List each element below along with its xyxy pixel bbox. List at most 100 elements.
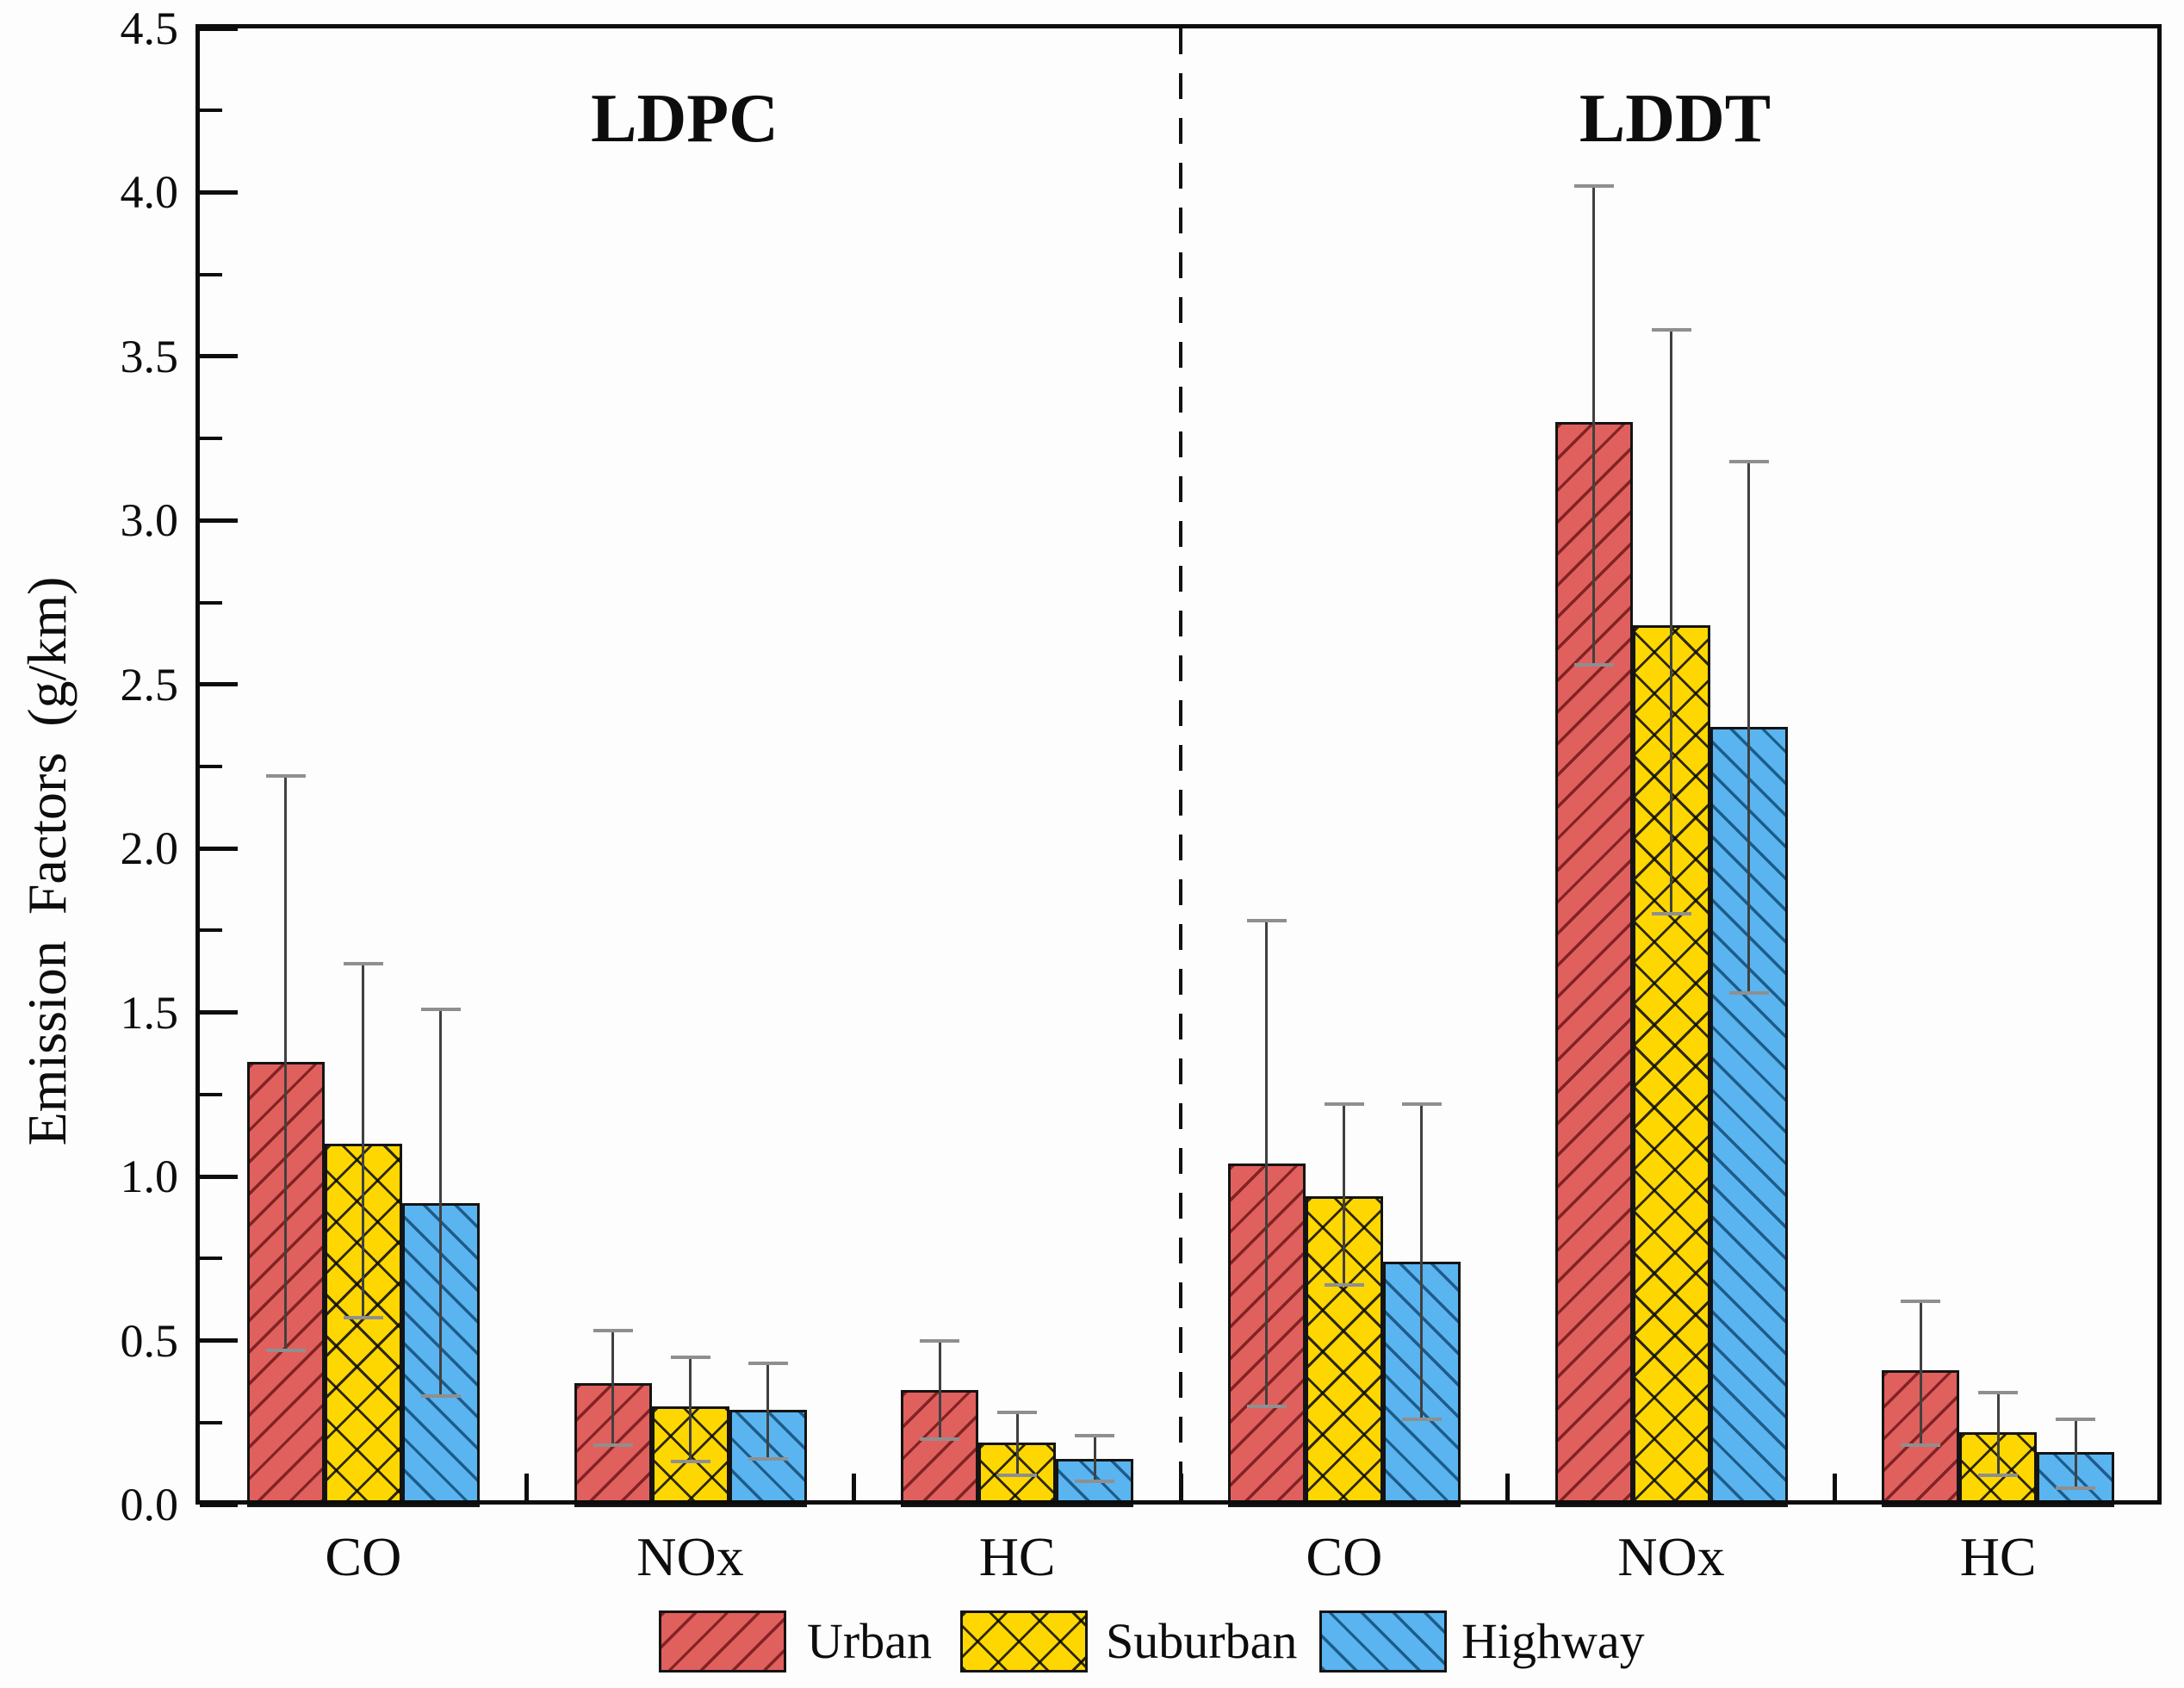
x-category-label: CO [1306,1526,1383,1587]
y-tick-label: 0.5 [120,1314,179,1367]
error-bar-cap-bottom [748,1456,788,1461]
error-bar-line [2074,1418,2077,1488]
error-bar-cap-top [670,1355,710,1359]
error-bar-line [439,1008,443,1397]
y-tick-minor [200,1257,222,1261]
y-tick-major [200,1338,238,1344]
y-tick-label: 4.5 [120,3,179,54]
error-bar-cap-bottom [1901,1443,1941,1448]
error-bar-line [1343,1104,1346,1285]
error-bar-line [1015,1412,1019,1475]
error-bar-cap-bottom [670,1460,710,1464]
error-bar-cap-bottom [1651,912,1691,916]
y-tick-major [200,189,238,195]
error-bar-line [1592,185,1595,665]
error-bar-line [689,1356,692,1462]
x-category-label: NOx [636,1526,744,1587]
y-tick-minor [200,437,222,441]
error-bar-cap-bottom [420,1394,461,1399]
y-tick-major [200,354,238,359]
error-bar-line [1420,1104,1424,1419]
error-bar-cap-top [1901,1299,1941,1303]
panel-title-lddt: LDDT [1579,81,1771,157]
error-bar-line [611,1331,614,1446]
error-bar-line [362,963,365,1318]
x-category-label: HC [978,1526,1056,1587]
error-bar-cap-top [997,1411,1038,1415]
y-tick-major [200,1174,238,1179]
error-bar-cap-bottom [1324,1282,1364,1287]
error-bar-line [766,1363,769,1459]
y-tick-label: 4.0 [120,166,179,219]
error-bar-cap-bottom [1573,662,1614,667]
y-tick-major [200,682,238,687]
error-bar-cap-bottom [2056,1486,2096,1490]
error-bar-cap-top [1401,1102,1442,1107]
y-tick-label: 0.0 [120,1479,179,1530]
error-bar-cap-top [1075,1434,1115,1437]
error-bar-cap-top [343,961,383,965]
y-tick-minor [200,928,222,933]
error-bar-line [1265,921,1269,1406]
error-bar-line [1670,330,1672,915]
y-tick-major [200,518,238,523]
bar-highway [1709,727,1788,1507]
x-tick [524,1474,530,1505]
y-tick-minor [200,600,222,605]
error-bar-cap-top [2056,1417,2096,1421]
error-bar-cap-bottom [997,1473,1038,1477]
error-bar-cap-top [1573,183,1614,188]
x-category-label: NOx [1617,1526,1725,1587]
error-bar-cap-bottom [593,1443,633,1448]
y-tick-minor [200,272,222,276]
x-tick [851,1474,856,1505]
error-bar-cap-bottom [1075,1480,1115,1484]
y-tick-label: 2.0 [120,822,179,875]
legend-swatch-suburban [960,1610,1088,1672]
y-tick-minor [200,765,222,768]
y-tick-major [200,846,238,851]
error-bar-cap-bottom [1978,1473,2019,1477]
y-tick-major [200,1010,238,1015]
error-bar-cap-top [1978,1391,2019,1395]
y-tick-label: 2.5 [120,658,179,711]
y-tick-minor [200,1092,222,1096]
error-bar-line [1996,1393,2000,1475]
error-bar-cap-top [1651,328,1691,332]
y-tick-label: 1.0 [120,1151,179,1203]
y-axis-title: Emission Factors (g/km) [16,576,78,1146]
error-bar-cap-top [420,1007,461,1011]
y-tick-minor [200,109,222,113]
x-tick [1505,1474,1511,1505]
error-bar-cap-bottom [1401,1417,1442,1421]
error-bar-cap-bottom [1246,1404,1287,1408]
x-category-label: HC [1959,1526,2037,1587]
bar-suburban [1632,625,1710,1507]
error-bar-line [1919,1300,1922,1446]
legend-label-urban: Urban [807,1613,932,1669]
legend-label-highway: Highway [1461,1613,1645,1669]
error-bar-cap-top [1246,919,1287,923]
error-bar-cap-bottom [265,1348,306,1352]
panel-title-ldpc: LDPC [591,81,779,157]
error-bar-cap-top [265,774,306,779]
error-bar-line [938,1340,941,1439]
y-tick-major [200,26,238,31]
legend-swatch-highway [1319,1610,1447,1672]
error-bar-cap-top [593,1329,633,1333]
error-bar-cap-top [1728,459,1769,463]
y-tick-major [200,1502,238,1507]
y-tick-label: 3.0 [120,494,179,547]
error-bar-line [284,776,288,1350]
error-bar-line [1747,461,1750,993]
error-bar-cap-bottom [343,1315,383,1319]
error-bar-line [1093,1436,1096,1482]
panel-divider-line [1179,28,1182,1505]
error-bar-cap-bottom [920,1437,960,1441]
y-tick-label: 3.5 [120,330,179,382]
error-bar-cap-bottom [1728,990,1769,995]
error-bar-cap-top [748,1362,788,1366]
error-bar-cap-top [920,1338,960,1343]
y-tick-minor [200,1420,222,1424]
